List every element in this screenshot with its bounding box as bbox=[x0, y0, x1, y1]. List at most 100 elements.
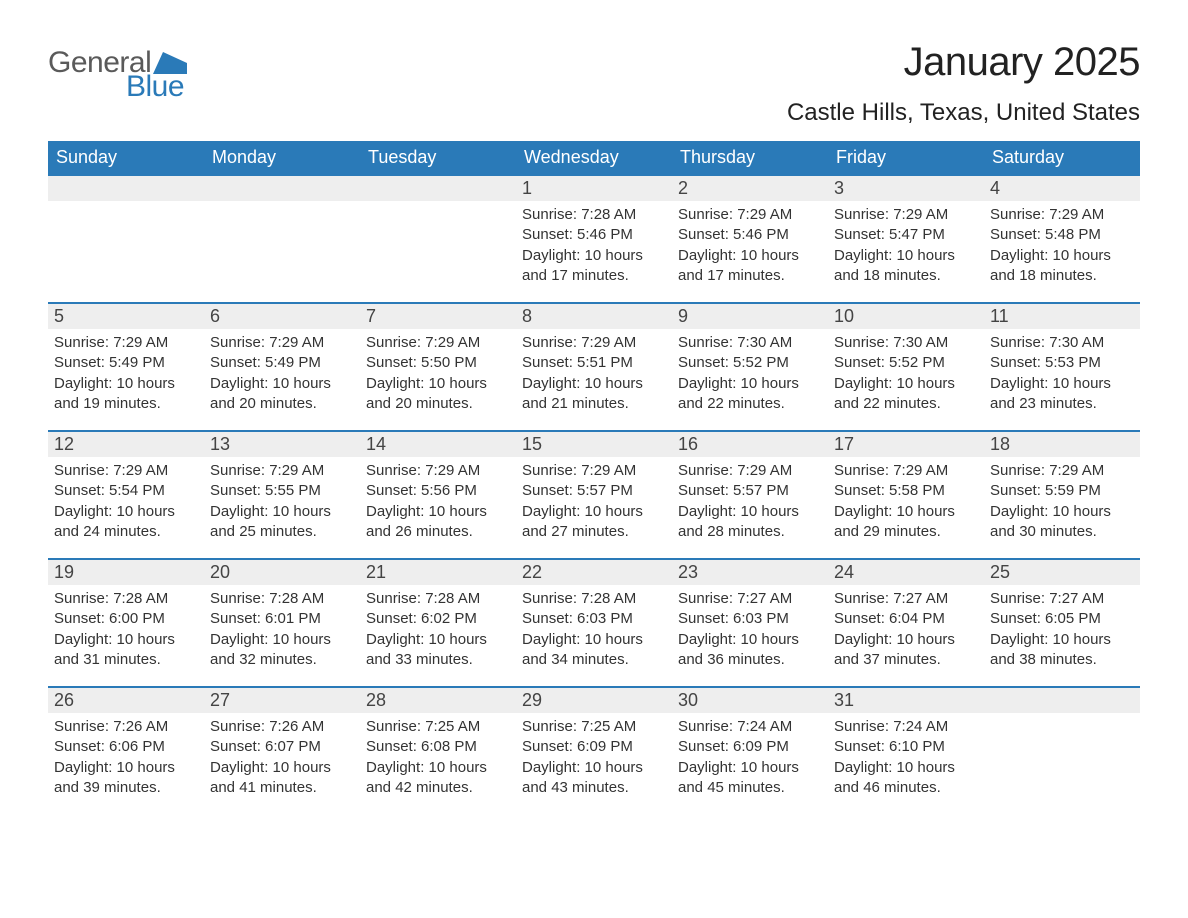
sunrise-line: Sunrise: 7:29 AM bbox=[366, 461, 510, 481]
calendar-cell: 31Sunrise: 7:24 AMSunset: 6:10 PMDayligh… bbox=[828, 686, 984, 814]
weekday-header: Sunday bbox=[48, 141, 204, 174]
sunrise-line: Sunrise: 7:29 AM bbox=[366, 333, 510, 353]
weekday-header: Monday bbox=[204, 141, 360, 174]
day-number: 26 bbox=[48, 686, 204, 713]
sunset-line: Sunset: 5:46 PM bbox=[522, 225, 666, 245]
sunrise-line: Sunrise: 7:24 AM bbox=[834, 717, 978, 737]
day-number: 2 bbox=[672, 174, 828, 201]
day-number: 24 bbox=[828, 558, 984, 585]
weekday-header: Thursday bbox=[672, 141, 828, 174]
day-number: 1 bbox=[516, 174, 672, 201]
day-info: Sunrise: 7:29 AMSunset: 5:47 PMDaylight:… bbox=[828, 201, 984, 292]
day-number: 21 bbox=[360, 558, 516, 585]
daylight-line: Daylight: 10 hours and 41 minutes. bbox=[210, 758, 354, 799]
day-info: Sunrise: 7:28 AMSunset: 6:01 PMDaylight:… bbox=[204, 585, 360, 676]
calendar-cell: 18Sunrise: 7:29 AMSunset: 5:59 PMDayligh… bbox=[984, 430, 1140, 558]
daylight-line: Daylight: 10 hours and 38 minutes. bbox=[990, 630, 1134, 671]
calendar-page: General Blue January 2025 Castle Hills, … bbox=[0, 0, 1188, 918]
calendar-week-row: 1Sunrise: 7:28 AMSunset: 5:46 PMDaylight… bbox=[48, 174, 1140, 302]
day-number: 3 bbox=[828, 174, 984, 201]
page-header: General Blue January 2025 Castle Hills, … bbox=[48, 40, 1140, 127]
calendar-cell: 13Sunrise: 7:29 AMSunset: 5:55 PMDayligh… bbox=[204, 430, 360, 558]
day-info: Sunrise: 7:29 AMSunset: 5:49 PMDaylight:… bbox=[204, 329, 360, 420]
day-number: 31 bbox=[828, 686, 984, 713]
day-number: 18 bbox=[984, 430, 1140, 457]
logo: General Blue bbox=[48, 46, 187, 104]
calendar-cell: 27Sunrise: 7:26 AMSunset: 6:07 PMDayligh… bbox=[204, 686, 360, 814]
sunset-line: Sunset: 6:08 PM bbox=[366, 737, 510, 757]
daylight-line: Daylight: 10 hours and 17 minutes. bbox=[522, 246, 666, 287]
day-info: Sunrise: 7:25 AMSunset: 6:08 PMDaylight:… bbox=[360, 713, 516, 804]
daylight-line: Daylight: 10 hours and 17 minutes. bbox=[678, 246, 822, 287]
calendar-cell: 16Sunrise: 7:29 AMSunset: 5:57 PMDayligh… bbox=[672, 430, 828, 558]
calendar-cell: 3Sunrise: 7:29 AMSunset: 5:47 PMDaylight… bbox=[828, 174, 984, 302]
sunset-line: Sunset: 5:55 PM bbox=[210, 481, 354, 501]
calendar-body: 1Sunrise: 7:28 AMSunset: 5:46 PMDaylight… bbox=[48, 174, 1140, 814]
day-number: 30 bbox=[672, 686, 828, 713]
sunrise-line: Sunrise: 7:29 AM bbox=[990, 461, 1134, 481]
daylight-line: Daylight: 10 hours and 39 minutes. bbox=[54, 758, 198, 799]
sunrise-line: Sunrise: 7:27 AM bbox=[990, 589, 1134, 609]
sunrise-line: Sunrise: 7:29 AM bbox=[54, 333, 198, 353]
day-number: 10 bbox=[828, 302, 984, 329]
calendar-cell: 15Sunrise: 7:29 AMSunset: 5:57 PMDayligh… bbox=[516, 430, 672, 558]
day-info: Sunrise: 7:29 AMSunset: 5:51 PMDaylight:… bbox=[516, 329, 672, 420]
daylight-line: Daylight: 10 hours and 24 minutes. bbox=[54, 502, 198, 543]
day-info: Sunrise: 7:27 AMSunset: 6:03 PMDaylight:… bbox=[672, 585, 828, 676]
day-number: 15 bbox=[516, 430, 672, 457]
sunset-line: Sunset: 6:09 PM bbox=[522, 737, 666, 757]
daylight-line: Daylight: 10 hours and 36 minutes. bbox=[678, 630, 822, 671]
calendar-cell bbox=[360, 174, 516, 302]
sunrise-line: Sunrise: 7:29 AM bbox=[522, 333, 666, 353]
sunset-line: Sunset: 5:54 PM bbox=[54, 481, 198, 501]
daylight-line: Daylight: 10 hours and 34 minutes. bbox=[522, 630, 666, 671]
calendar-head: SundayMondayTuesdayWednesdayThursdayFrid… bbox=[48, 141, 1140, 174]
day-number: 19 bbox=[48, 558, 204, 585]
calendar-table: SundayMondayTuesdayWednesdayThursdayFrid… bbox=[48, 141, 1140, 814]
day-number: 14 bbox=[360, 430, 516, 457]
calendar-cell: 8Sunrise: 7:29 AMSunset: 5:51 PMDaylight… bbox=[516, 302, 672, 430]
sunset-line: Sunset: 6:05 PM bbox=[990, 609, 1134, 629]
sunset-line: Sunset: 6:02 PM bbox=[366, 609, 510, 629]
day-info: Sunrise: 7:29 AMSunset: 5:46 PMDaylight:… bbox=[672, 201, 828, 292]
calendar-week-row: 26Sunrise: 7:26 AMSunset: 6:06 PMDayligh… bbox=[48, 686, 1140, 814]
sunset-line: Sunset: 5:49 PM bbox=[54, 353, 198, 373]
calendar-cell bbox=[48, 174, 204, 302]
day-info: Sunrise: 7:29 AMSunset: 5:50 PMDaylight:… bbox=[360, 329, 516, 420]
sunset-line: Sunset: 6:06 PM bbox=[54, 737, 198, 757]
day-number: 13 bbox=[204, 430, 360, 457]
sunset-line: Sunset: 5:59 PM bbox=[990, 481, 1134, 501]
day-number: 5 bbox=[48, 302, 204, 329]
sunrise-line: Sunrise: 7:29 AM bbox=[210, 333, 354, 353]
sunset-line: Sunset: 5:49 PM bbox=[210, 353, 354, 373]
sunset-line: Sunset: 5:51 PM bbox=[522, 353, 666, 373]
calendar-cell: 25Sunrise: 7:27 AMSunset: 6:05 PMDayligh… bbox=[984, 558, 1140, 686]
day-number: 7 bbox=[360, 302, 516, 329]
sunset-line: Sunset: 6:04 PM bbox=[834, 609, 978, 629]
sunset-line: Sunset: 6:00 PM bbox=[54, 609, 198, 629]
day-number: 8 bbox=[516, 302, 672, 329]
location-label: Castle Hills, Texas, United States bbox=[787, 99, 1140, 127]
sunrise-line: Sunrise: 7:30 AM bbox=[678, 333, 822, 353]
sunset-line: Sunset: 6:03 PM bbox=[522, 609, 666, 629]
daylight-line: Daylight: 10 hours and 20 minutes. bbox=[210, 374, 354, 415]
day-num-bar-empty bbox=[48, 174, 204, 201]
sunset-line: Sunset: 6:09 PM bbox=[678, 737, 822, 757]
weekday-header: Friday bbox=[828, 141, 984, 174]
daylight-line: Daylight: 10 hours and 42 minutes. bbox=[366, 758, 510, 799]
sunrise-line: Sunrise: 7:28 AM bbox=[522, 589, 666, 609]
calendar-cell: 5Sunrise: 7:29 AMSunset: 5:49 PMDaylight… bbox=[48, 302, 204, 430]
sunset-line: Sunset: 6:01 PM bbox=[210, 609, 354, 629]
day-info: Sunrise: 7:30 AMSunset: 5:52 PMDaylight:… bbox=[828, 329, 984, 420]
day-info: Sunrise: 7:29 AMSunset: 5:55 PMDaylight:… bbox=[204, 457, 360, 548]
calendar-cell: 14Sunrise: 7:29 AMSunset: 5:56 PMDayligh… bbox=[360, 430, 516, 558]
day-number: 22 bbox=[516, 558, 672, 585]
day-info: Sunrise: 7:29 AMSunset: 5:48 PMDaylight:… bbox=[984, 201, 1140, 292]
sunset-line: Sunset: 6:03 PM bbox=[678, 609, 822, 629]
calendar-cell: 30Sunrise: 7:24 AMSunset: 6:09 PMDayligh… bbox=[672, 686, 828, 814]
sunset-line: Sunset: 5:52 PM bbox=[834, 353, 978, 373]
calendar-cell: 24Sunrise: 7:27 AMSunset: 6:04 PMDayligh… bbox=[828, 558, 984, 686]
sunrise-line: Sunrise: 7:28 AM bbox=[522, 205, 666, 225]
sunrise-line: Sunrise: 7:28 AM bbox=[366, 589, 510, 609]
weekday-header: Saturday bbox=[984, 141, 1140, 174]
